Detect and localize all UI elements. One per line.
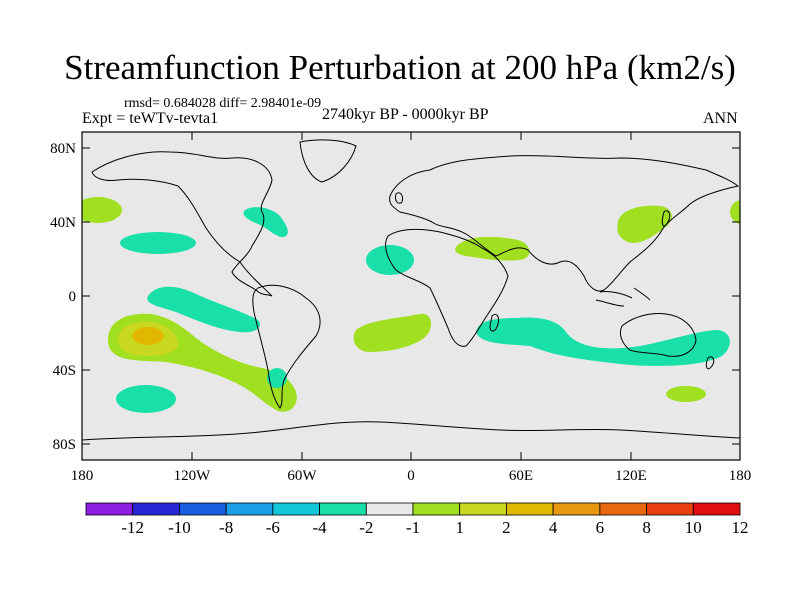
lon-tick-label: 0 [407, 468, 415, 484]
positive-anomaly-southern-ocean-nz [666, 386, 706, 402]
lat-tick-label: 40N [50, 215, 76, 231]
colorbar-label: 4 [549, 518, 558, 537]
south-america-coast [252, 284, 321, 409]
greenland-coast [299, 139, 357, 183]
time-period-label: 2740kyr BP - 0000kyr BP [322, 106, 489, 123]
antarctica-coast [82, 421, 740, 441]
lat-tick-label: 0 [69, 289, 77, 305]
new-zealand-coast [705, 356, 715, 370]
negative-anomaly-south-pacific-band [147, 286, 260, 333]
colorbar-label: -12 [121, 518, 144, 537]
australia-coast [619, 313, 697, 357]
eurasia-coast [389, 155, 740, 292]
japan-coast [661, 210, 671, 227]
colorbar-label: -2 [359, 518, 373, 537]
negative-anomaly-north-pacific [120, 232, 196, 254]
latitude-tick-marks [82, 147, 740, 445]
season-label: ANN [703, 110, 738, 127]
lon-tick-label: 180 [729, 468, 752, 484]
colorbar-label: 1 [455, 518, 464, 537]
lon-tick-label: 120E [615, 468, 647, 484]
africa-coast [385, 228, 509, 347]
positive-anomaly-east-asia [617, 205, 672, 243]
lon-tick-label: 60E [509, 468, 533, 484]
lat-tick-label: 80S [53, 437, 76, 453]
contour-fills [82, 197, 740, 413]
rmsd-diff-stats: rmsd= 0.684028 diff= 2.98401e-09 [124, 96, 322, 111]
colorbar-labels: -12 -10 -8 -6 -4 -2 -1 1 2 4 6 8 10 12 [121, 518, 748, 537]
colorbar-label: -1 [406, 518, 420, 537]
negative-anomaly-indian-ocean [476, 317, 730, 366]
colorbar-label: 6 [596, 518, 605, 537]
lon-tick-label: 180 [71, 468, 94, 484]
positive-anomaly-ne-pacific-west [82, 197, 122, 223]
colorbar-box [646, 502, 694, 516]
positive-anomaly-middle-east [455, 236, 530, 261]
colorbar-label: -10 [168, 518, 191, 537]
madagascar-coast [489, 313, 499, 332]
negative-anomaly-south-america-tip [267, 368, 287, 388]
longitude-tick-marks [81, 132, 741, 460]
uk-coast [395, 192, 403, 204]
southeast-asia-islands-coast [595, 287, 651, 307]
colorbar-box [506, 502, 554, 516]
negative-anomaly-north-america [243, 207, 288, 238]
negative-anomaly-southern-ocean-pacific [116, 385, 176, 413]
colorbar-box [412, 502, 461, 516]
colorbar-box [365, 502, 414, 516]
colorbar-label: 10 [685, 518, 702, 537]
colorbar-box [599, 502, 647, 516]
colorbar-label: -4 [312, 518, 327, 537]
lat-tick-label: 40S [53, 363, 76, 379]
north-america-coast [91, 151, 273, 297]
colorbar-label: -8 [219, 518, 233, 537]
positive-anomaly-south-atlantic [353, 313, 432, 352]
colorbar-box [319, 502, 367, 516]
colorbar [85, 502, 741, 516]
coastlines [82, 139, 740, 441]
colorbar-label: -6 [266, 518, 280, 537]
colorbar-label: 2 [502, 518, 511, 537]
colorbar-label: 12 [732, 518, 749, 537]
lat-tick-label: 80N [50, 141, 76, 157]
colorbar-box [179, 502, 227, 516]
experiment-label: Expt = teWTv-tevta1 [82, 110, 219, 127]
lon-tick-label: 120W [174, 468, 212, 484]
positive-anomaly-ne-pacific-east [730, 200, 740, 224]
map-title: Streamfunction Perturbation at 200 hPa (… [64, 48, 736, 87]
colorbar-label: 8 [642, 518, 651, 537]
lon-tick-label: 60W [287, 468, 317, 484]
colorbar-box [272, 502, 320, 516]
colorbar-box [692, 502, 741, 516]
colorbar-box [85, 502, 134, 516]
colorbar-box [459, 502, 507, 516]
colorbar-box [132, 502, 180, 516]
colorbar-box [225, 502, 274, 516]
anomaly-4-to-6-south-pacific [132, 327, 164, 345]
colorbar-box [552, 502, 601, 516]
